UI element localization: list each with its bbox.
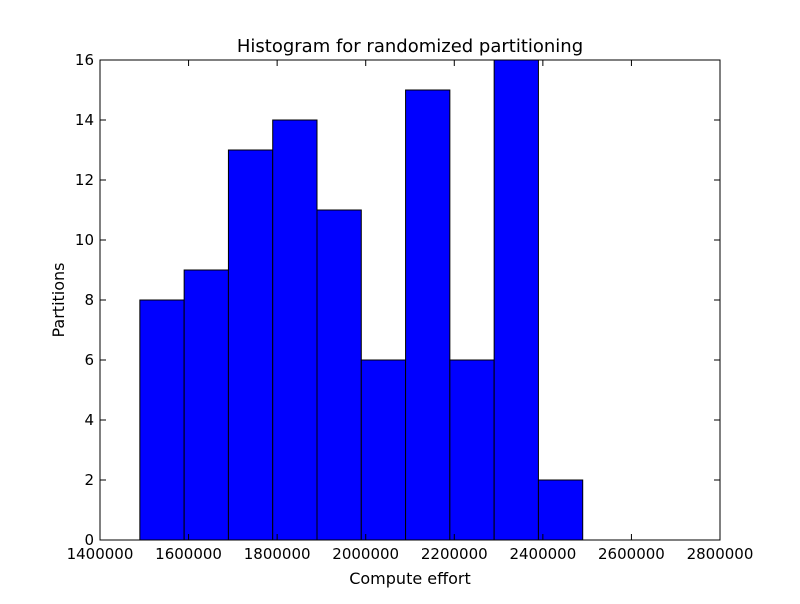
x-tick-label: 1800000 (244, 545, 311, 563)
x-tick-label: 2800000 (687, 545, 754, 563)
x-tick-label: 2200000 (421, 545, 488, 563)
x-tick-label: 1400000 (67, 545, 134, 563)
histogram-bar (316, 209, 362, 541)
ticks-layer (99, 59, 721, 541)
y-tick-label: 6 (84, 351, 94, 369)
y-tick-label: 12 (75, 171, 94, 189)
x-tick-label: 1600000 (155, 545, 222, 563)
chart-title: Histogram for randomized partitioning (237, 36, 583, 57)
y-tick-label: 0 (84, 531, 94, 549)
x-tick-label: 2600000 (598, 545, 665, 563)
x-axis-label: Compute effort (349, 569, 471, 588)
y-axis-label: Partitions (49, 262, 68, 337)
x-tick-label: 2000000 (332, 545, 399, 563)
y-tick-label: 2 (84, 471, 94, 489)
histogram-bar (227, 149, 274, 541)
tick-labels-layer: 1400000 1600000 1800000 2000000 2200000 24000… (67, 51, 754, 563)
histogram-bar (360, 359, 407, 541)
histogram-bar (493, 59, 539, 541)
y-tick-label: 4 (84, 411, 94, 429)
y-tick-label: 16 (75, 51, 94, 69)
y-tick-label: 14 (75, 111, 94, 129)
histogram-bar (183, 269, 229, 541)
histogram-bar (405, 89, 451, 541)
bars-layer (139, 59, 584, 541)
histogram-bar (272, 119, 318, 541)
histogram-bar (537, 479, 584, 541)
x-tick-label: 2400000 (509, 545, 576, 563)
histogram-bar (449, 359, 495, 541)
y-tick-label: 10 (75, 231, 94, 249)
histogram-bar (139, 299, 185, 541)
y-tick-label: 8 (84, 291, 94, 309)
